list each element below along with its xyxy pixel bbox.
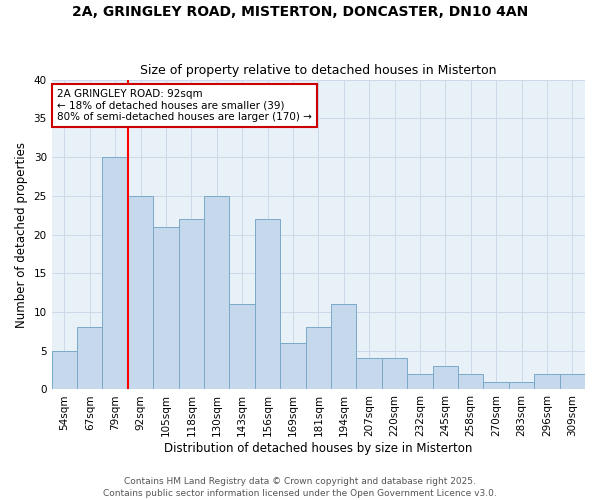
Text: 2A GRINGLEY ROAD: 92sqm
← 18% of detached houses are smaller (39)
80% of semi-de: 2A GRINGLEY ROAD: 92sqm ← 18% of detache… [57, 89, 312, 122]
Bar [204, 196, 229, 390]
Bar [484, 382, 509, 390]
Bar [534, 374, 560, 390]
Bar [52, 350, 77, 390]
Bar [153, 227, 179, 390]
Bar [229, 304, 255, 390]
Bar [560, 374, 585, 390]
Bar [509, 382, 534, 390]
Bar [331, 304, 356, 390]
Y-axis label: Number of detached properties: Number of detached properties [15, 142, 28, 328]
Bar [128, 196, 153, 390]
Text: 2A, GRINGLEY ROAD, MISTERTON, DONCASTER, DN10 4AN: 2A, GRINGLEY ROAD, MISTERTON, DONCASTER,… [72, 5, 528, 19]
Bar [77, 328, 103, 390]
Title: Size of property relative to detached houses in Misterton: Size of property relative to detached ho… [140, 64, 497, 77]
Bar [280, 343, 305, 390]
Text: Contains HM Land Registry data © Crown copyright and database right 2025.
Contai: Contains HM Land Registry data © Crown c… [103, 476, 497, 498]
Bar [458, 374, 484, 390]
X-axis label: Distribution of detached houses by size in Misterton: Distribution of detached houses by size … [164, 442, 473, 455]
Bar [433, 366, 458, 390]
Bar [382, 358, 407, 390]
Bar [255, 219, 280, 390]
Bar [179, 219, 204, 390]
Bar [356, 358, 382, 390]
Bar [407, 374, 433, 390]
Bar [305, 328, 331, 390]
Bar [103, 157, 128, 390]
